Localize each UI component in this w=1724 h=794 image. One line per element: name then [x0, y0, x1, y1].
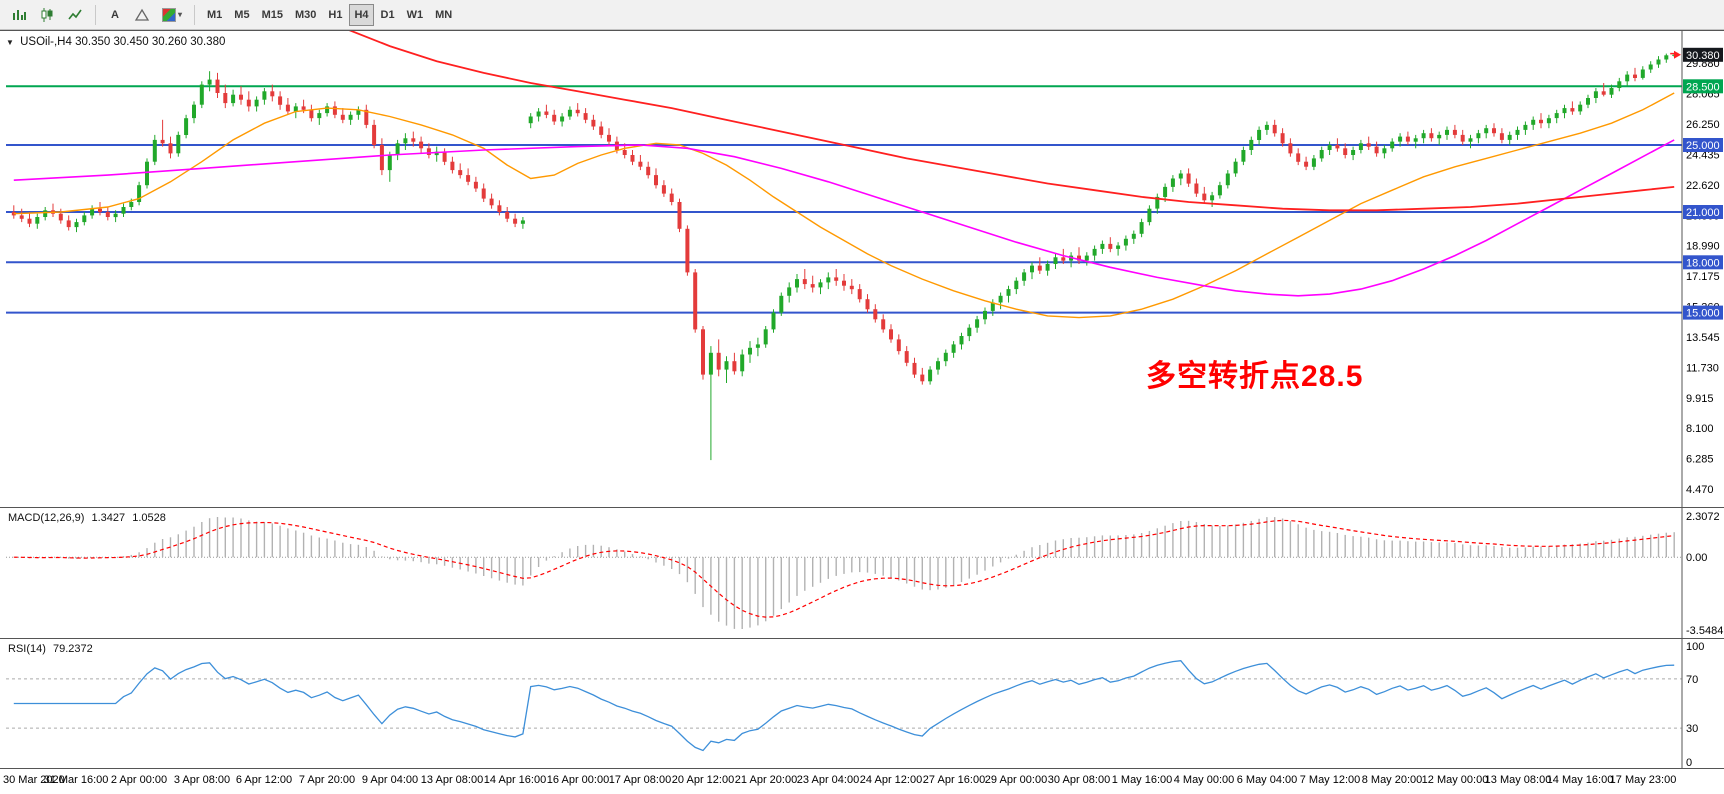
svg-text:21.000: 21.000 — [1686, 207, 1720, 219]
time-axis-label: 7 Apr 20:00 — [298, 774, 356, 786]
line-chart-button[interactable] — [62, 4, 88, 26]
timeframe-m15-button[interactable]: M15 — [257, 4, 288, 26]
svg-text:17.175: 17.175 — [1686, 271, 1720, 283]
time-axis-label: 13 Apr 08:00 — [420, 774, 484, 786]
svg-text:6.285: 6.285 — [1686, 454, 1714, 466]
svg-text:100: 100 — [1686, 641, 1704, 653]
time-axis-label: 1 May 16:00 — [1111, 774, 1173, 786]
svg-text:18.000: 18.000 — [1686, 257, 1720, 269]
time-axis-label: 6 May 04:00 — [1236, 774, 1298, 786]
chart-type-group — [6, 4, 88, 26]
macd-label: MACD(12,26,9) — [8, 512, 85, 524]
text-tool-button[interactable]: A — [103, 4, 127, 26]
time-axis-label: 23 Apr 04:00 — [796, 774, 860, 786]
timeframe-d1-button[interactable]: D1 — [376, 4, 400, 26]
time-axis-label: 21 Apr 20:00 — [734, 774, 798, 786]
chart-text-annotation[interactable]: 多空转折点28.5 — [1146, 360, 1364, 393]
time-axis-label: 27 Apr 16:00 — [922, 774, 986, 786]
svg-text:9.915: 9.915 — [1686, 393, 1714, 405]
svg-text:29.880: 29.880 — [1686, 58, 1720, 70]
rsi-title: RSI(14) 79.2372 — [8, 643, 97, 655]
time-axis-label: 31 Mar 16:00 — [43, 774, 109, 786]
svg-text:2.3072: 2.3072 — [1686, 511, 1720, 523]
svg-text:0: 0 — [1686, 757, 1692, 768]
time-axis-label: 3 Apr 08:00 — [173, 774, 231, 786]
main-toolbar: A ▾ M1 M5 M15 M30 H1 H4 D1 W1 MN — [0, 0, 1724, 30]
macd-indicator-panel[interactable]: 2.3072 0.00 -3.5484 MACD(12,26,9) 1.3427 1… — [0, 508, 1724, 639]
candlestick-chart-button[interactable] — [34, 4, 60, 26]
timeframe-w1-button[interactable]: W1 — [402, 4, 429, 26]
chart-ohlc-values: 30.350 30.450 30.260 30.380 — [75, 36, 226, 48]
time-axis-label: 6 Apr 12:00 — [235, 774, 293, 786]
shapes-tool-button[interactable] — [129, 4, 155, 26]
svg-text:28.500: 28.500 — [1686, 81, 1720, 93]
svg-text:4.470: 4.470 — [1686, 484, 1714, 496]
shapes-tool-icon — [134, 8, 150, 21]
rsi-canvas[interactable]: 100 70 30 0 — [0, 639, 1724, 768]
timeframe-m30-button[interactable]: M30 — [290, 4, 321, 26]
candlestick-chart-icon — [41, 7, 53, 22]
time-axis-label: 9 Apr 04:00 — [361, 774, 419, 786]
time-axis-label: 20 Apr 12:00 — [671, 774, 735, 786]
svg-text:11.730: 11.730 — [1686, 362, 1719, 374]
time-axis[interactable]: 30 Mar 2020 31 Mar 16:00 2 Apr 00:00 3 Apr … — [0, 769, 1724, 794]
svg-text:26.250: 26.250 — [1686, 119, 1720, 131]
price-chart-canvas[interactable]: 29.88028.06526.25024.43522.62020.80518.9… — [0, 31, 1724, 507]
color-swatch-icon — [162, 7, 176, 22]
time-axis-label: 30 Apr 08:00 — [1047, 774, 1111, 786]
macd-canvas[interactable]: 2.3072 0.00 -3.5484 — [0, 508, 1724, 638]
time-axis-label: 13 May 08:00 — [1484, 774, 1552, 786]
timeframe-m1-button[interactable]: M1 — [202, 4, 227, 26]
time-axis-label: 2 Apr 00:00 — [110, 774, 168, 786]
svg-text:30: 30 — [1686, 723, 1698, 735]
svg-text:24.435: 24.435 — [1686, 149, 1720, 161]
price-chart-panel[interactable]: 29.88028.06526.25024.43522.62020.80518.9… — [0, 30, 1724, 508]
svg-text:18.990: 18.990 — [1686, 241, 1720, 253]
timeframe-group: M1 M5 M15 M30 H1 H4 D1 W1 MN — [202, 3, 457, 26]
macd-title: MACD(12,26,9) 1.3427 1.0528 — [8, 512, 170, 524]
line-chart-icon — [68, 9, 82, 19]
time-axis-label: 17 Apr 08:00 — [608, 774, 672, 786]
chart-symbol-period: USOil-,H4 — [20, 36, 72, 48]
timeframe-h1-button[interactable]: H1 — [323, 4, 347, 26]
svg-text:30.380: 30.380 — [1686, 50, 1720, 62]
caret-down-icon: ▾ — [178, 10, 183, 19]
toolbar-separator — [95, 4, 96, 25]
time-axis-label: 12 May 00:00 — [1421, 774, 1489, 786]
svg-text:13.545: 13.545 — [1686, 332, 1720, 344]
macd-main-value: 1.3427 — [91, 512, 126, 524]
time-axis-label: 16 Apr 00:00 — [546, 774, 610, 786]
chart-dropdown-icon[interactable]: ▼ — [6, 38, 14, 47]
rsi-value: 79.2372 — [52, 643, 93, 655]
toolbar-separator — [194, 4, 196, 25]
bar-chart-icon — [13, 9, 26, 20]
timeframe-mn-button[interactable]: MN — [430, 4, 457, 26]
svg-text:-3.5484: -3.5484 — [1686, 625, 1723, 637]
colors-dropdown-button[interactable]: ▾ — [157, 4, 187, 26]
objects-tool-group: A ▾ — [103, 4, 187, 26]
rsi-indicator-panel[interactable]: 100 70 30 0 RSI(14) 79.2372 — [0, 639, 1724, 769]
rsi-label: RSI(14) — [8, 643, 46, 655]
bar-chart-button[interactable] — [6, 4, 32, 26]
time-axis-label: 29 Apr 00:00 — [984, 774, 1048, 786]
timeframe-h4-button[interactable]: H4 — [349, 3, 374, 26]
svg-text:0.00: 0.00 — [1686, 552, 1707, 564]
time-axis-label: 24 Apr 12:00 — [859, 774, 923, 786]
macd-signal-value: 1.0528 — [132, 512, 166, 524]
timeframe-m5-button[interactable]: M5 — [229, 4, 254, 26]
time-axis-label: 14 May 16:00 — [1546, 774, 1614, 786]
svg-text:70: 70 — [1686, 674, 1698, 686]
chart-title: ▼ USOil-,H4 30.350 30.450 30.260 30.380 — [6, 36, 225, 48]
svg-text:22.620: 22.620 — [1686, 180, 1720, 192]
time-axis-label: 4 May 00:00 — [1173, 774, 1235, 786]
time-axis-label: 17 May 23:00 — [1609, 774, 1677, 786]
time-axis-label: 30 Mar 2020 — [3, 774, 65, 786]
time-axis-label: 7 May 12:00 — [1299, 774, 1361, 786]
svg-text:25.000: 25.000 — [1686, 140, 1720, 152]
time-axis-label: 8 May 20:00 — [1361, 774, 1423, 786]
svg-text:15.000: 15.000 — [1686, 308, 1720, 320]
time-axis-label: 14 Apr 16:00 — [483, 774, 547, 786]
svg-text:8.100: 8.100 — [1686, 423, 1714, 435]
